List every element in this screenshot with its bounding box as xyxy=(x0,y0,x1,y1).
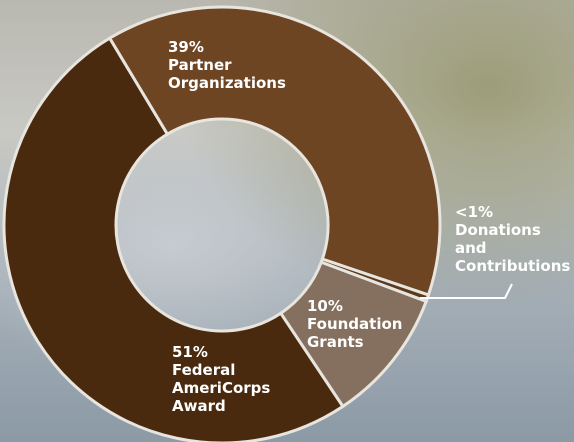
slice-label: 51%Federal AmeriCorps Award xyxy=(172,343,270,415)
slice-label: <1%Donations and Contributions xyxy=(455,203,570,275)
value-label: <1% xyxy=(455,203,570,221)
value-label: 39% xyxy=(168,38,286,56)
category-label: Foundation Grants xyxy=(307,315,402,351)
value-label: 10% xyxy=(307,297,402,315)
leader-line xyxy=(420,284,512,298)
slice-label: 39%Partner Organizations xyxy=(168,38,286,92)
value-label: 51% xyxy=(172,343,270,361)
category-label: Donations and Contributions xyxy=(455,221,570,275)
chart: 39%Partner Organizations <1%Donations and… xyxy=(0,0,574,442)
category-label: Federal AmeriCorps Award xyxy=(172,361,270,415)
category-label: Partner Organizations xyxy=(168,56,286,92)
slice-label: 10%Foundation Grants xyxy=(307,297,402,351)
